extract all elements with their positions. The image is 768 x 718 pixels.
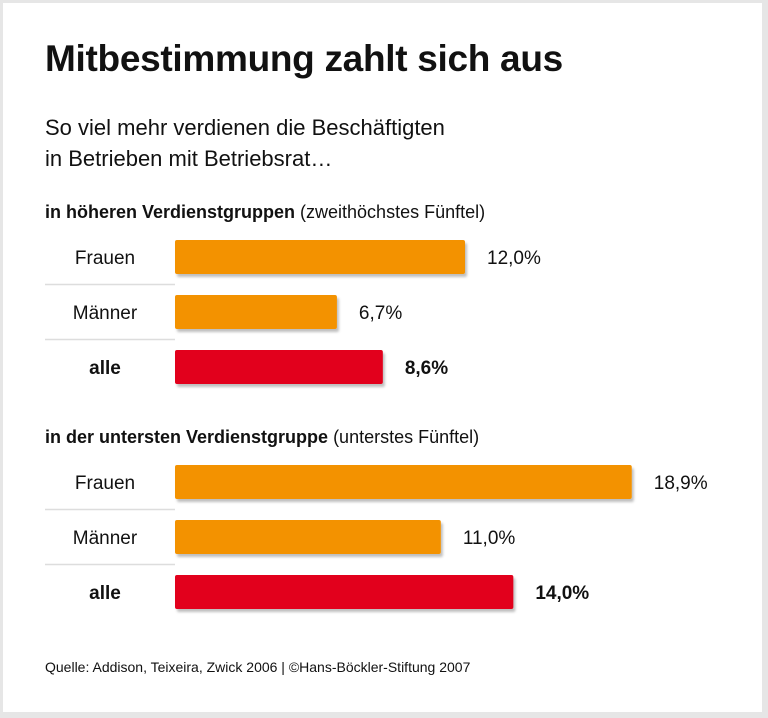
- category-label: Frauen: [75, 248, 135, 269]
- bar-männer: [175, 295, 337, 329]
- group-heading-note: (unterstes Fünftel): [328, 427, 479, 447]
- chart-title: Mitbestimmung zahlt sich aus: [45, 38, 563, 79]
- value-label: 18,9%: [654, 473, 708, 494]
- bar-frauen: [175, 465, 632, 499]
- value-label: 11,0%: [463, 528, 516, 549]
- group-heading: in der untersten Verdienstgruppe (unters…: [45, 427, 479, 447]
- category-label: Männer: [73, 303, 138, 324]
- group-heading-note: (zweithöchstes Fünftel): [295, 202, 485, 222]
- group-heading-bold: in der untersten Verdienstgruppe: [45, 427, 328, 447]
- value-label: 6,7%: [359, 303, 402, 324]
- category-label: alle: [89, 358, 121, 379]
- value-label: 12,0%: [487, 248, 541, 269]
- subtitle-line: So viel mehr verdienen die Beschäftigten: [45, 115, 445, 140]
- category-label: Männer: [73, 528, 138, 549]
- bar-alle: [175, 575, 514, 609]
- category-label: alle: [89, 583, 121, 604]
- source-note: Quelle: Addison, Teixeira, Zwick 2006 | …: [45, 659, 471, 675]
- value-label: 14,0%: [535, 583, 589, 604]
- chart-subtitle: So viel mehr verdienen die Beschäftigten…: [45, 112, 445, 174]
- group-heading: in höheren Verdienstgruppen (zweithöchst…: [45, 202, 485, 222]
- subtitle-line: in Betrieben mit Betriebsrat…: [45, 146, 333, 171]
- bar-frauen: [175, 240, 465, 274]
- group-heading-bold: in höheren Verdienstgruppen: [45, 202, 295, 222]
- bar-männer: [175, 520, 441, 554]
- value-label: 8,6%: [405, 358, 448, 379]
- category-label: Frauen: [75, 473, 135, 494]
- bar-alle: [175, 350, 383, 384]
